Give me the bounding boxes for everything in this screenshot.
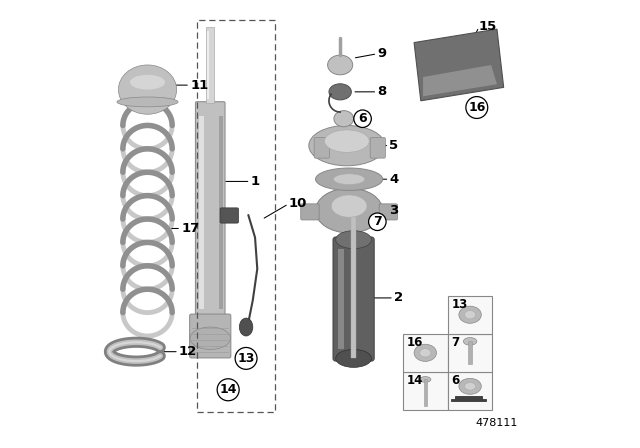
Bar — [197, 20, 275, 412]
Polygon shape — [423, 65, 497, 96]
FancyBboxPatch shape — [195, 102, 225, 324]
Text: 8: 8 — [378, 85, 387, 99]
Bar — [206, 27, 214, 103]
Bar — [468, 341, 472, 364]
Ellipse shape — [463, 338, 477, 345]
Ellipse shape — [420, 349, 431, 357]
Bar — [403, 334, 448, 372]
Ellipse shape — [316, 168, 383, 190]
FancyBboxPatch shape — [220, 208, 239, 223]
Ellipse shape — [316, 188, 383, 233]
Ellipse shape — [335, 349, 371, 367]
Text: 15: 15 — [479, 20, 497, 34]
Ellipse shape — [309, 125, 385, 166]
Bar — [339, 249, 344, 349]
Ellipse shape — [335, 231, 371, 249]
Polygon shape — [451, 396, 486, 401]
Text: 1: 1 — [251, 175, 260, 188]
Bar — [448, 296, 493, 334]
Text: 14: 14 — [406, 374, 423, 387]
Bar — [198, 116, 204, 309]
Text: 10: 10 — [289, 197, 307, 211]
Bar — [403, 372, 448, 410]
Polygon shape — [414, 29, 504, 101]
Text: 7: 7 — [373, 215, 381, 228]
Ellipse shape — [118, 65, 177, 114]
Ellipse shape — [420, 377, 431, 382]
Text: 17: 17 — [181, 222, 200, 235]
Bar — [219, 116, 223, 309]
Text: 6: 6 — [358, 112, 367, 125]
Text: 14: 14 — [220, 383, 237, 396]
Ellipse shape — [117, 97, 178, 107]
FancyBboxPatch shape — [189, 314, 231, 358]
Ellipse shape — [332, 195, 367, 217]
Ellipse shape — [465, 383, 476, 390]
Bar — [424, 379, 427, 406]
Text: 2: 2 — [394, 291, 403, 305]
Ellipse shape — [334, 111, 354, 127]
Ellipse shape — [239, 318, 253, 336]
Text: 11: 11 — [190, 78, 209, 92]
Bar — [207, 31, 209, 99]
Ellipse shape — [190, 327, 230, 349]
FancyBboxPatch shape — [333, 237, 374, 361]
Ellipse shape — [329, 84, 351, 100]
Text: 16: 16 — [468, 101, 486, 114]
Ellipse shape — [328, 55, 353, 75]
Ellipse shape — [459, 306, 481, 323]
Bar — [448, 372, 493, 410]
Ellipse shape — [465, 310, 476, 319]
Text: 7: 7 — [451, 336, 460, 349]
Text: 5: 5 — [389, 139, 399, 152]
Text: 4: 4 — [389, 172, 399, 186]
FancyBboxPatch shape — [379, 204, 397, 220]
Ellipse shape — [459, 378, 481, 394]
Text: 9: 9 — [378, 47, 387, 60]
Text: 13: 13 — [237, 352, 255, 365]
Ellipse shape — [333, 174, 365, 185]
Text: 6: 6 — [451, 374, 460, 387]
FancyBboxPatch shape — [301, 204, 319, 220]
Ellipse shape — [130, 75, 165, 90]
Bar — [448, 334, 493, 372]
FancyBboxPatch shape — [370, 138, 385, 158]
Text: 478111: 478111 — [476, 418, 518, 428]
FancyBboxPatch shape — [314, 138, 330, 158]
Text: 3: 3 — [389, 204, 399, 217]
Bar — [351, 195, 356, 358]
Text: 16: 16 — [406, 336, 423, 349]
Ellipse shape — [324, 130, 369, 152]
Text: 13: 13 — [451, 297, 467, 310]
Ellipse shape — [414, 344, 436, 362]
Text: 12: 12 — [179, 345, 197, 358]
